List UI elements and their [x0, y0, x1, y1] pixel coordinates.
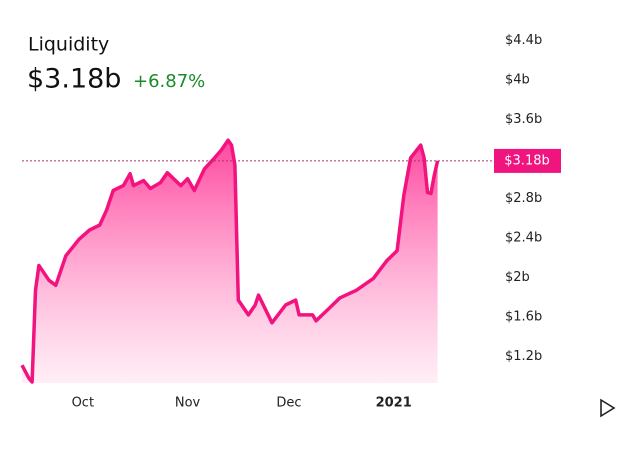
y-tick-label: $1.6b — [505, 309, 542, 324]
y-tick-label: $1.2b — [505, 349, 542, 364]
x-tick-label: Dec — [276, 396, 301, 411]
area — [22, 140, 438, 383]
y-tick-label: $4b — [505, 72, 530, 87]
line — [20, 138, 440, 384]
x-tick-label: 2021 — [376, 396, 412, 411]
y-tick-label: $4.4b — [505, 33, 542, 48]
x-tick-label: Nov — [175, 396, 201, 411]
x-tick-label: Oct — [72, 396, 94, 411]
y-tick-label: $3.6b — [505, 112, 542, 127]
chart-title: Liquidity — [28, 34, 109, 56]
y-tick-label: $2.8b — [505, 191, 542, 206]
current-value-badge-label: $3.18b — [504, 153, 549, 168]
y-tick-label: $2b — [505, 270, 530, 285]
change: +6.87% — [133, 71, 205, 92]
play-button[interactable] — [600, 398, 616, 418]
y-tick-label: $2.4b — [505, 230, 542, 245]
current-value-badge — [494, 148, 561, 173]
current-value: $3.18b — [27, 64, 121, 95]
